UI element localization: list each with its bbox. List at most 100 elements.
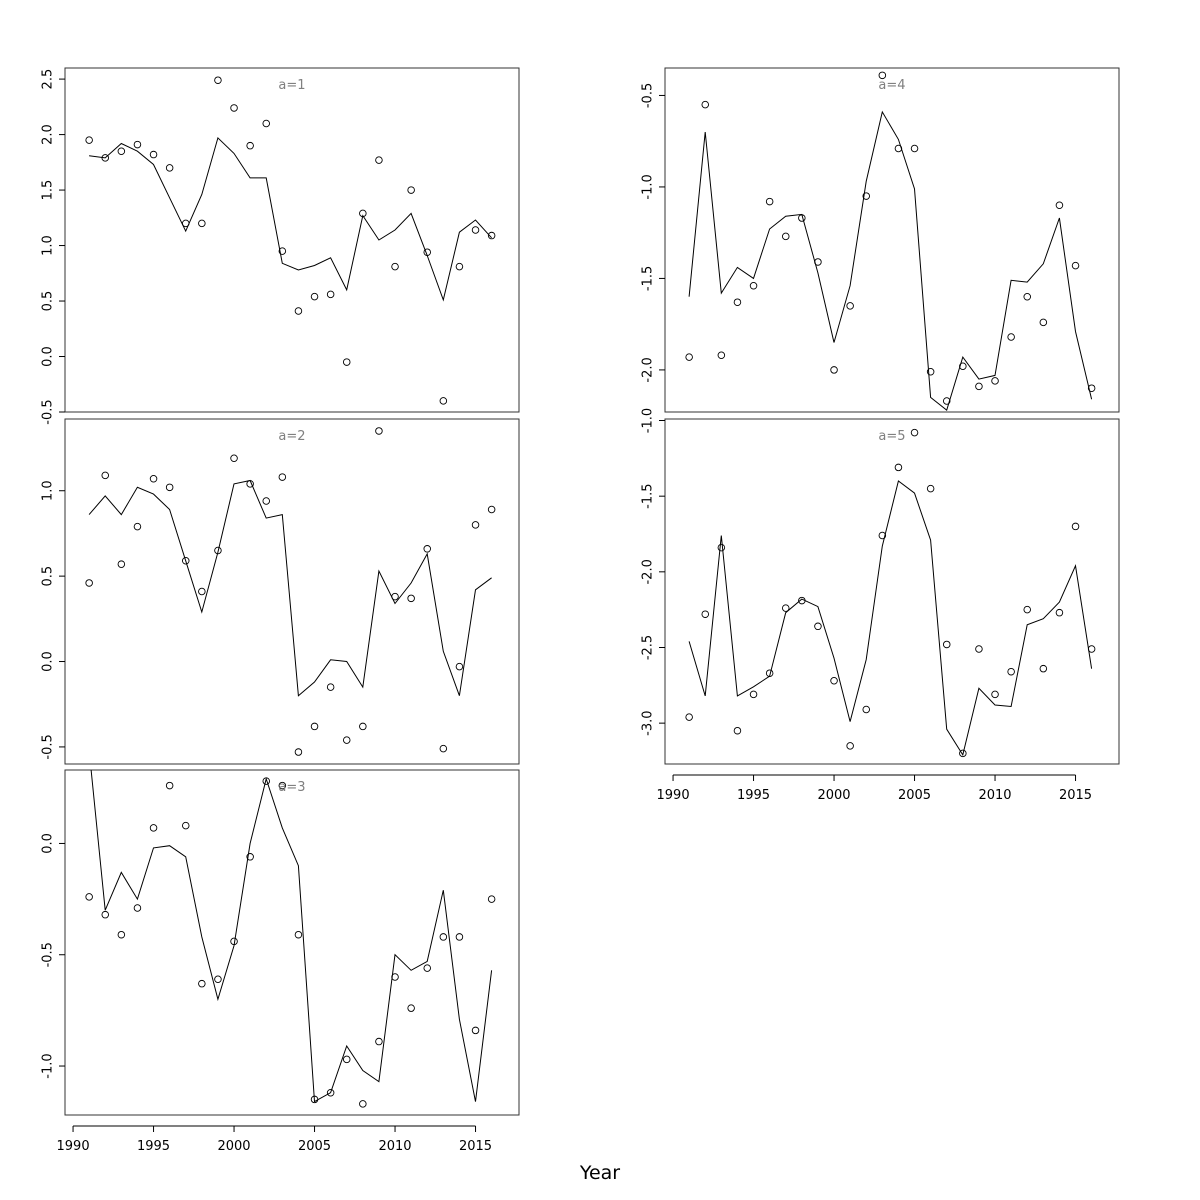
observed-point xyxy=(310,722,319,731)
x-axis: 1990 1995 2000 2005 2010 2015 xyxy=(57,1125,492,1154)
observed-point xyxy=(214,76,222,84)
observed-point xyxy=(85,579,93,587)
observed-point xyxy=(814,622,822,631)
y-tick-label: -3.0 xyxy=(641,710,656,735)
panel-label: a=4 xyxy=(878,78,905,93)
x-tick-label: 2000 xyxy=(217,1139,250,1154)
y-tick-label: 0.0 xyxy=(41,833,56,854)
observed-point xyxy=(294,930,303,939)
observed-point xyxy=(85,136,93,144)
observed-point xyxy=(733,298,742,306)
observed-point xyxy=(101,471,109,480)
observed-point xyxy=(117,147,126,155)
observed-point xyxy=(359,1100,367,1108)
observed-point xyxy=(1039,318,1048,327)
fitted-line xyxy=(88,479,492,697)
observed-point xyxy=(375,156,383,164)
observed-point xyxy=(910,144,919,153)
observed-point xyxy=(991,377,999,385)
y-tick-label: -1.0 xyxy=(641,408,656,433)
fitted-line xyxy=(89,136,492,302)
y-axis: -2.0 -1.5 -1.0 -0.5 xyxy=(641,83,665,383)
panel-2: -0.5 0.0 0.5 1.0 a=2 xyxy=(41,418,520,765)
y-tick-label: -0.5 xyxy=(41,399,56,424)
x-tick-label: 1995 xyxy=(737,788,770,803)
observed-point xyxy=(1087,384,1096,392)
y-axis: -0.5 0.0 0.5 1.0 1.5 2.0 2.5 xyxy=(41,69,65,425)
observed-point xyxy=(407,1004,415,1012)
observed-point xyxy=(262,497,270,505)
x-axis: 1990 1995 2000 2005 2010 2015 xyxy=(657,774,1092,803)
y-tick-label: -2.5 xyxy=(641,635,656,660)
y-tick-label: 0.0 xyxy=(41,346,56,367)
observed-point xyxy=(326,290,335,299)
observed-point xyxy=(230,937,238,946)
x-tick-label: 2005 xyxy=(898,788,931,803)
observed-point xyxy=(926,484,935,493)
observed-point xyxy=(278,781,287,790)
observed-point xyxy=(717,543,726,552)
y-tick-label: -2.0 xyxy=(641,559,656,584)
observed-point xyxy=(942,640,951,649)
observed-point xyxy=(359,209,367,218)
observed-point xyxy=(471,226,480,234)
y-tick-label: -0.5 xyxy=(641,83,656,108)
panel-frame xyxy=(64,769,520,1116)
observed-point xyxy=(942,397,951,405)
observed-point xyxy=(471,521,480,529)
observed-point xyxy=(423,545,431,553)
observed-point xyxy=(310,1095,319,1104)
x-tick-label: 1990 xyxy=(57,1139,90,1154)
y-tick-label: -1.5 xyxy=(641,266,656,291)
observed-point xyxy=(423,248,431,256)
y-tick-label: 1.5 xyxy=(41,180,56,201)
observed-point xyxy=(230,454,238,463)
observed-point xyxy=(878,531,887,540)
x-axis-label: Year xyxy=(579,1162,620,1184)
observed-point xyxy=(749,690,758,699)
panel-plot-area xyxy=(85,427,496,756)
fitted-line xyxy=(688,110,1093,412)
observed-point xyxy=(471,1026,480,1035)
panel-3: -1.0 -0.5 0.0 1990 1995 2000 2005 2010 2015 a=3 xyxy=(41,769,520,1154)
panel-1: -0.5 0.0 0.5 1.0 1.5 2.0 2.5 a=1 xyxy=(41,67,520,425)
observed-point xyxy=(133,522,142,531)
observed-point xyxy=(342,736,351,744)
y-tick-label: 1.0 xyxy=(41,480,56,501)
panel-frame xyxy=(64,418,520,765)
observed-point xyxy=(342,358,351,366)
observed-point xyxy=(455,933,464,941)
y-tick-label: -0.5 xyxy=(41,942,56,967)
observed-point xyxy=(165,164,174,172)
observed-point xyxy=(455,262,464,271)
observed-point xyxy=(798,596,806,605)
chart-panels: -0.5 0.0 0.5 1.0 1.5 2.0 2.5 a=1 -0.5 0.0 0.5 1.0 a=… xyxy=(41,67,1120,1154)
observed-point xyxy=(294,748,303,756)
fitted-line xyxy=(688,480,1093,757)
observed-point xyxy=(781,232,790,241)
observed-point xyxy=(278,473,287,481)
observed-point xyxy=(198,979,206,988)
observed-point xyxy=(1023,605,1031,614)
y-tick-label: -1.5 xyxy=(641,483,656,508)
observed-point xyxy=(1055,201,1064,209)
observed-point xyxy=(862,705,870,714)
y-axis: -3.0 -2.5 -2.0 -1.5 -1.0 xyxy=(641,408,665,736)
x-tick-label: 2010 xyxy=(378,1139,411,1154)
observed-point xyxy=(391,973,399,981)
observed-point xyxy=(423,964,431,972)
panel-5: -3.0 -2.5 -2.0 -1.5 -1.0 1990 1995 2000 2005 2010… xyxy=(641,408,1120,803)
observed-point xyxy=(733,726,742,735)
observed-point xyxy=(1071,261,1080,270)
panel-label: a=3 xyxy=(278,780,305,795)
observed-point xyxy=(781,604,790,612)
observed-point xyxy=(262,777,270,785)
y-tick-label: 1.0 xyxy=(41,235,56,256)
observed-point xyxy=(846,302,854,310)
observed-point xyxy=(375,1037,383,1046)
panel-plot-area xyxy=(685,428,1096,758)
x-tick-label: 2010 xyxy=(978,788,1011,803)
observed-point xyxy=(214,546,222,555)
observed-point xyxy=(1055,608,1064,617)
